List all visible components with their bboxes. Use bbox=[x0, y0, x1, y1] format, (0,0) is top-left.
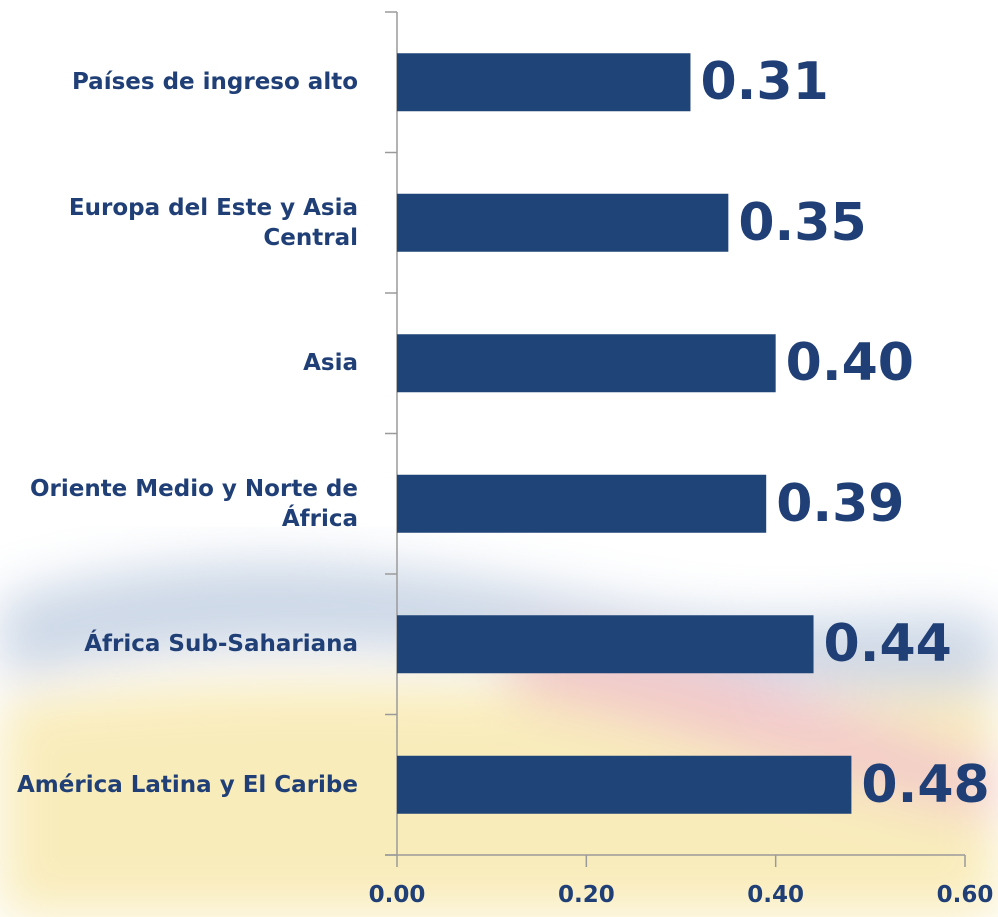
bar bbox=[397, 615, 814, 673]
value-label: 0.31 bbox=[700, 52, 828, 112]
x-tick-label: 0.60 bbox=[937, 882, 994, 908]
value-label: 0.40 bbox=[786, 333, 914, 393]
page: 0.00 0.20 0.40 0.60 Países de ingreso alto 0.… bbox=[0, 0, 998, 917]
x-tick-label: 0.20 bbox=[558, 882, 615, 908]
value-label: 0.48 bbox=[861, 755, 989, 815]
value-label: 0.39 bbox=[776, 474, 904, 534]
bar bbox=[397, 334, 776, 392]
category-label: Países de ingreso alto bbox=[8, 67, 358, 97]
category-label: Oriente Medio y Norte de África bbox=[8, 474, 358, 534]
x-tick-label: 0.00 bbox=[369, 882, 426, 908]
value-label: 0.44 bbox=[824, 614, 952, 674]
bar bbox=[397, 475, 766, 533]
category-label: Europa del Este y Asia Central bbox=[8, 193, 358, 253]
bar bbox=[397, 756, 851, 814]
x-tick-label: 0.40 bbox=[747, 882, 804, 908]
value-label: 0.35 bbox=[738, 193, 866, 253]
bar bbox=[397, 194, 728, 252]
category-label: África Sub-Sahariana bbox=[8, 629, 358, 659]
category-label: América Latina y El Caribe bbox=[8, 770, 358, 800]
category-label: Asia bbox=[8, 348, 358, 378]
bar bbox=[397, 53, 690, 111]
